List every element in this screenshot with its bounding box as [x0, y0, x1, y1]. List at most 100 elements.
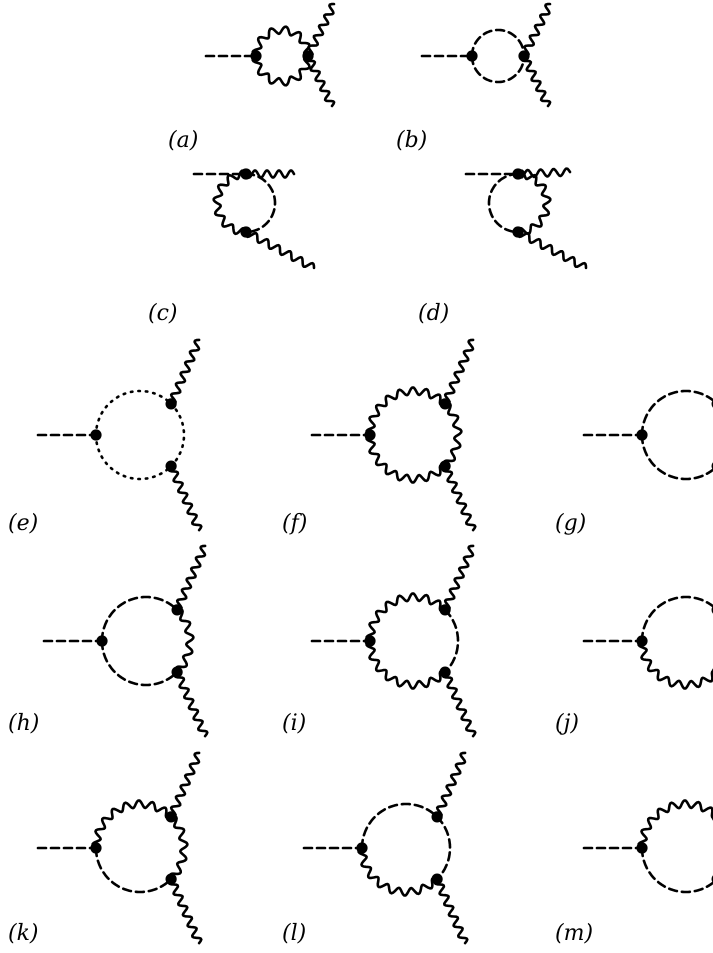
external-photon-line: [441, 464, 477, 532]
external-photon-line: [175, 544, 207, 612]
loop-propagator-right: [169, 815, 189, 881]
loop-propagator-upper: [251, 25, 311, 58]
external-photon-line: [167, 877, 203, 945]
loop-propagator-bottom: [94, 846, 173, 894]
external-photon-line: [516, 230, 588, 270]
vertex-dot: [165, 460, 177, 472]
loop-propagator-top: [365, 386, 447, 437]
vertex-dot: [439, 460, 451, 472]
label-c: (c): [148, 301, 178, 326]
label-f: (f): [282, 511, 307, 536]
loop-propagator-top: [94, 389, 173, 437]
loop-propagator-upper: [470, 28, 526, 58]
loop-propagator-bottom: [357, 846, 439, 897]
vertex-dot: [636, 635, 648, 647]
diagram-j: [582, 595, 713, 690]
external-photon-line: [169, 338, 201, 406]
vertex-dot: [518, 50, 530, 62]
label-j: (j): [555, 711, 579, 736]
label-a: (a): [168, 128, 198, 153]
vertex-dot: [240, 226, 252, 238]
loop-propagator-right: [435, 815, 452, 881]
external-photon-line: [435, 751, 467, 819]
external-photon-line: [441, 670, 477, 738]
diagram-k: [36, 751, 203, 945]
diagram-i: [310, 544, 477, 738]
vertex-dot: [240, 168, 252, 180]
vertex-dot: [636, 842, 648, 854]
loop-propagator-right: [175, 608, 195, 674]
vertex-dot: [165, 398, 177, 410]
external-photon-line: [173, 670, 209, 738]
vertex-dot: [364, 635, 376, 647]
vertex-dot: [356, 842, 368, 854]
diagram-b: [420, 2, 552, 108]
loop-propagator-top: [360, 802, 439, 850]
label-d: (d): [418, 301, 449, 326]
loop-propagator-lower: [470, 54, 526, 84]
vertex-dot: [512, 226, 524, 238]
vertex-dot: [431, 873, 443, 885]
vertex-dot: [165, 811, 177, 823]
label-m: (m): [555, 921, 593, 946]
external-photon-line: [516, 167, 572, 179]
loop-propagator-left: [212, 169, 248, 236]
vertex-dot: [171, 666, 183, 678]
label-h: (h): [8, 711, 39, 736]
diagram-g: [582, 389, 713, 481]
diagram-d: [464, 167, 588, 270]
loop-propagator-bottom: [100, 639, 179, 687]
loop-propagator-top: [640, 595, 713, 643]
diagram-e: [36, 338, 203, 532]
label-g: (g): [555, 511, 586, 536]
external-photon-line: [443, 338, 475, 406]
loop-propagator-bottom: [640, 433, 713, 481]
loop-propagator-bottom: [365, 639, 447, 690]
label-k: (k): [8, 921, 39, 946]
loop-propagator-top: [640, 389, 713, 437]
loop-propagator-top: [100, 595, 179, 643]
diagram-c: [192, 168, 316, 270]
vertex-dot: [431, 811, 443, 823]
external-photon-line: [244, 169, 296, 179]
vertex-dot: [171, 604, 183, 616]
vertex-dot: [90, 429, 102, 441]
vertex-dot: [439, 604, 451, 616]
external-photon-line: [433, 877, 469, 945]
loop-propagator-top: [637, 799, 713, 850]
loop-propagator-bottom: [94, 433, 173, 481]
external-photon-line: [522, 2, 552, 58]
vertex-dot: [466, 50, 478, 62]
loop-propagator-left: [487, 172, 520, 234]
loop-propagator-lower: [251, 54, 311, 87]
loop-propagator-right: [169, 402, 186, 468]
vertex-dot: [302, 50, 314, 62]
external-photon-line: [520, 54, 552, 108]
diagram-l: [302, 751, 469, 945]
label-l: (l): [282, 921, 306, 946]
loop-propagator-right: [443, 402, 463, 468]
diagram-set: [36, 2, 713, 945]
vertex-dot: [250, 50, 262, 62]
vertex-dot: [165, 873, 177, 885]
external-photon-line: [304, 54, 336, 108]
external-photon-line: [306, 2, 336, 58]
vertex-dot: [96, 635, 108, 647]
loop-propagator-bottom: [640, 846, 713, 894]
loop-propagator-bottom: [365, 433, 447, 484]
diagram-h: [42, 544, 209, 738]
label-b: (b): [396, 128, 427, 153]
label-e: (e): [8, 511, 38, 536]
vertex-dot: [512, 168, 524, 180]
loop-propagator-right: [443, 608, 460, 674]
vertex-dot: [636, 429, 648, 441]
vertex-dot: [439, 398, 451, 410]
loop-propagator-top: [365, 592, 447, 643]
loop-propagator-bottom: [637, 639, 713, 690]
diagram-a: [204, 2, 336, 108]
external-photon-line: [167, 464, 203, 532]
vertex-dot: [364, 429, 376, 441]
label-set: (a) (b) (c) (d) (e) (f) (g) (h) (i) (j) …: [8, 128, 593, 946]
diagram-f: [310, 338, 477, 532]
